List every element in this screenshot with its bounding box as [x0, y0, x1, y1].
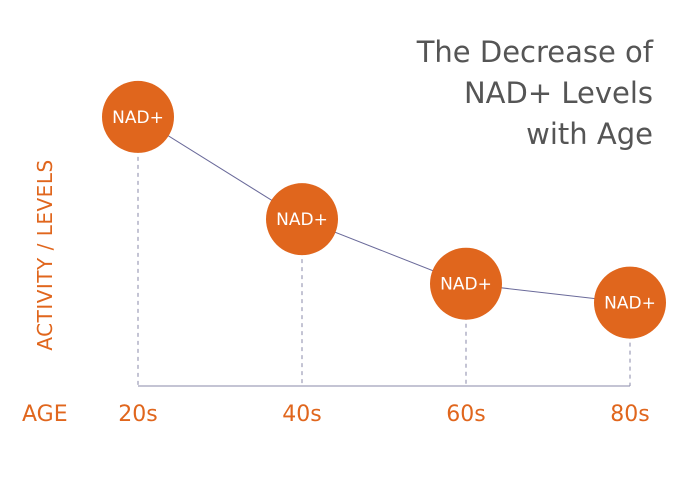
chart-title-line-1: The Decrease of — [416, 35, 653, 69]
marker-60s: NAD+ — [430, 247, 502, 320]
marker-80s: NAD+ — [594, 266, 666, 339]
marker-circle — [102, 80, 174, 153]
marker-label: NAD+ — [276, 210, 328, 230]
x-tick-60s: 60s — [446, 402, 486, 427]
x-axis-label: AGE — [22, 402, 68, 427]
x-tick-40s: 40s — [282, 402, 322, 427]
chart-title-line-2: NAD+ Levels — [463, 76, 653, 110]
marker-20s: NAD+ — [102, 80, 174, 153]
marker-circle — [430, 247, 502, 320]
marker-40s: NAD+ — [266, 183, 338, 256]
y-axis-label: ACTIVITY / LEVELS — [33, 159, 57, 351]
marker-circle — [266, 183, 338, 256]
chart-title: The Decrease of NAD+ Levels with Age — [417, 32, 653, 155]
chart-title-line-3: with Age — [526, 117, 653, 151]
marker-label: NAD+ — [440, 275, 492, 295]
marker-label: NAD+ — [112, 108, 164, 128]
marker-label: NAD+ — [604, 294, 656, 314]
x-tick-80s: 80s — [610, 402, 650, 427]
series-line — [137, 116, 631, 304]
x-tick-20s: 20s — [118, 402, 158, 427]
marker-circle — [594, 266, 666, 339]
